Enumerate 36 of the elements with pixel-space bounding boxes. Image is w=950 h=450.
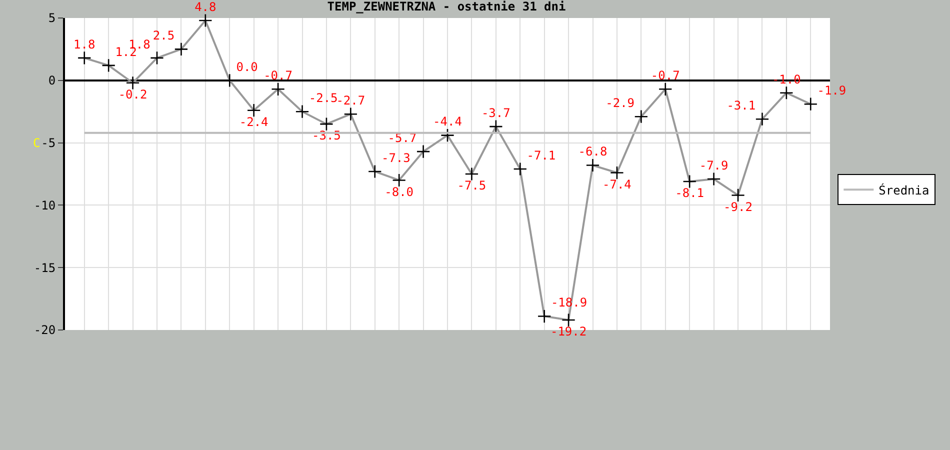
y-tick-label: -10 [34, 198, 56, 212]
data-label: -5.7 [388, 130, 417, 145]
y-tick-label: -15 [34, 260, 56, 275]
data-label: -7.9 [699, 158, 728, 172]
data-label: -7.1 [526, 148, 556, 162]
data-label: 1.8 [74, 37, 96, 52]
chart-title: TEMP_ZEWNETRZNA - ostatnie 31 dni [327, 0, 566, 14]
data-label: -2.5 [308, 90, 338, 105]
data-label: -3.7 [481, 106, 510, 120]
data-label: -8.1 [675, 186, 704, 200]
data-label: -1.9 [817, 83, 846, 98]
data-label: -9.2 [724, 200, 752, 214]
data-label: -7.5 [457, 178, 486, 193]
data-label: -0.2 [118, 88, 148, 102]
y-tick-label: 5 [48, 11, 56, 26]
y-tick-label: -5 [41, 136, 56, 150]
data-label: 4.8 [194, 0, 216, 14]
data-label: -7.3 [381, 150, 410, 165]
data-label: -4.4 [433, 114, 462, 129]
data-label: -0.7 [264, 68, 292, 83]
data-label: 0.0 [236, 60, 258, 74]
data-label: -19.2 [550, 324, 587, 339]
data-label: -3.1 [726, 98, 756, 112]
data-label: -2.9 [606, 96, 635, 110]
y-tick-label: 0 [48, 74, 56, 88]
data-label: -8.0 [384, 184, 414, 199]
y-tick-label: -20 [34, 323, 56, 338]
data-label: -7.4 [602, 177, 632, 192]
data-label: 2.5 [152, 28, 175, 43]
data-label: -2.7 [336, 93, 366, 108]
data-label: -18.9 [550, 296, 588, 310]
data-label: -0.7 [650, 68, 680, 83]
data-label: -2.4 [239, 114, 268, 129]
legend-label: Średnia [878, 182, 930, 198]
y-axis-title: C [33, 136, 40, 150]
data-label: -6.8 [578, 144, 608, 159]
